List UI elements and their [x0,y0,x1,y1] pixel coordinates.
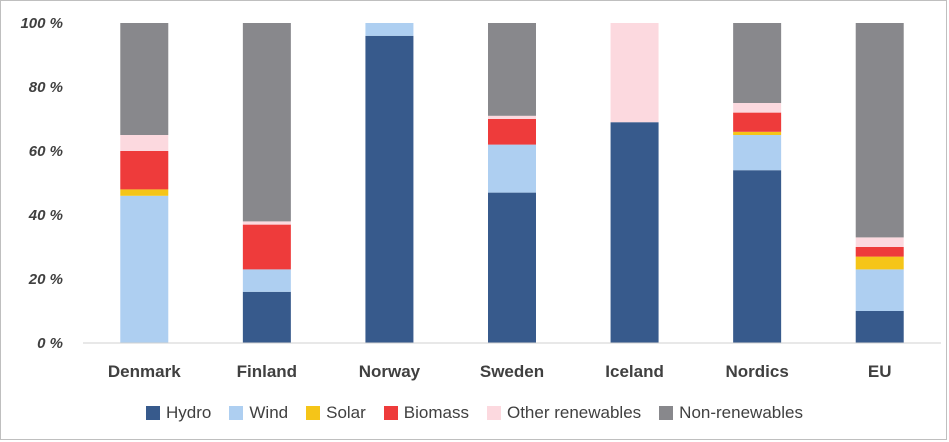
bar-segment-eu-other-renewables [855,237,904,247]
legend-swatch [383,406,398,420]
x-tick-label: Iceland [605,362,664,381]
bar-segment-eu-non-renewables [855,23,904,238]
bar-segment-sweden-hydro [488,192,536,343]
legend-label: Solar [326,403,366,422]
legend-label: Non-renewables [679,403,803,422]
legend-label: Other renewables [506,403,642,422]
legend-item-wind: Wind [229,403,288,423]
legend-swatch [229,406,244,420]
bar-segment-sweden-biomass [488,119,536,145]
bar-segment-nordics-hydro [733,170,782,343]
x-tick-label: EU [868,362,892,381]
bar-segment-finland-other-renewables [242,221,291,225]
x-tick-label: Sweden [480,362,544,381]
bar-segment-sweden-non-renewables [488,23,536,116]
y-tick-label: 20 % [28,271,63,288]
y-tick-label: 80 % [29,79,63,96]
bar-segment-finland-non-renewables [242,23,291,222]
bar-segment-denmark-biomass [120,151,169,190]
legend-item-hydro: Hydro [146,403,211,423]
bar-segment-finland-biomass [242,224,291,270]
legend-swatch [306,406,321,420]
legend-label: Wind [249,403,289,422]
legend-item-biomass: Biomass [383,403,469,423]
bar-segment-sweden-wind [488,144,536,193]
legend-label: Hydro [166,403,212,422]
bar-segment-denmark-other-renewables [120,135,169,151]
bar-segment-nordics-wind [733,135,782,171]
bar-segment-nordics-biomass [733,112,782,132]
bar-segment-nordics-non-renewables [733,23,782,103]
y-tick-label: 0 % [37,335,63,352]
bar-segment-denmark-wind [120,195,169,343]
y-tick-label: 40 % [28,207,63,224]
x-tick-label: Norway [359,362,421,381]
legend-swatch [659,406,674,420]
bar-segment-nordics-solar [733,131,782,135]
legend-item-non-renewables: Non-renewables [659,403,803,423]
x-tick-label: Nordics [725,362,788,381]
bar-segment-denmark-non-renewables [120,23,169,135]
legend-item-solar: Solar [306,403,366,423]
bar-segment-eu-wind [855,269,904,311]
legend-swatch [486,406,501,420]
bar-segment-eu-hydro [855,311,904,343]
bar-segment-norway-hydro [365,35,414,344]
bar-segment-eu-solar [855,256,904,270]
y-axis-ticks: 0 % 20 % 40 % 60 % 80 % 100 % [20,15,63,352]
y-tick-label: 60 % [29,143,63,160]
bar-segment-iceland-hydro [610,122,659,343]
y-tick-label: 100 % [20,15,63,32]
bar-segment-nordics-other-renewables [733,103,782,113]
legend-label: Biomass [403,403,469,422]
bar-segment-eu-biomass [855,247,904,257]
bar-segment-finland-wind [242,269,291,292]
legend-item-other-renewables: Other renewables [486,403,642,423]
bars-group [120,23,904,344]
bar-segment-iceland-other-renewables [610,23,659,123]
bar-segment-denmark-solar [120,189,169,196]
x-tick-label: Denmark [108,362,181,381]
bar-segment-finland-hydro [242,291,291,343]
x-axis-ticks: Denmark Finland Norway Sweden Iceland Nordics… [108,362,892,381]
bar-segment-norway-wind [365,23,414,36]
bar-segment-sweden-other-renewables [488,115,536,119]
legend-swatch [146,406,161,420]
x-tick-label: Finland [237,362,297,381]
legend: Hydro Wind Solar Biomass Other renewables Non… [1,401,948,425]
